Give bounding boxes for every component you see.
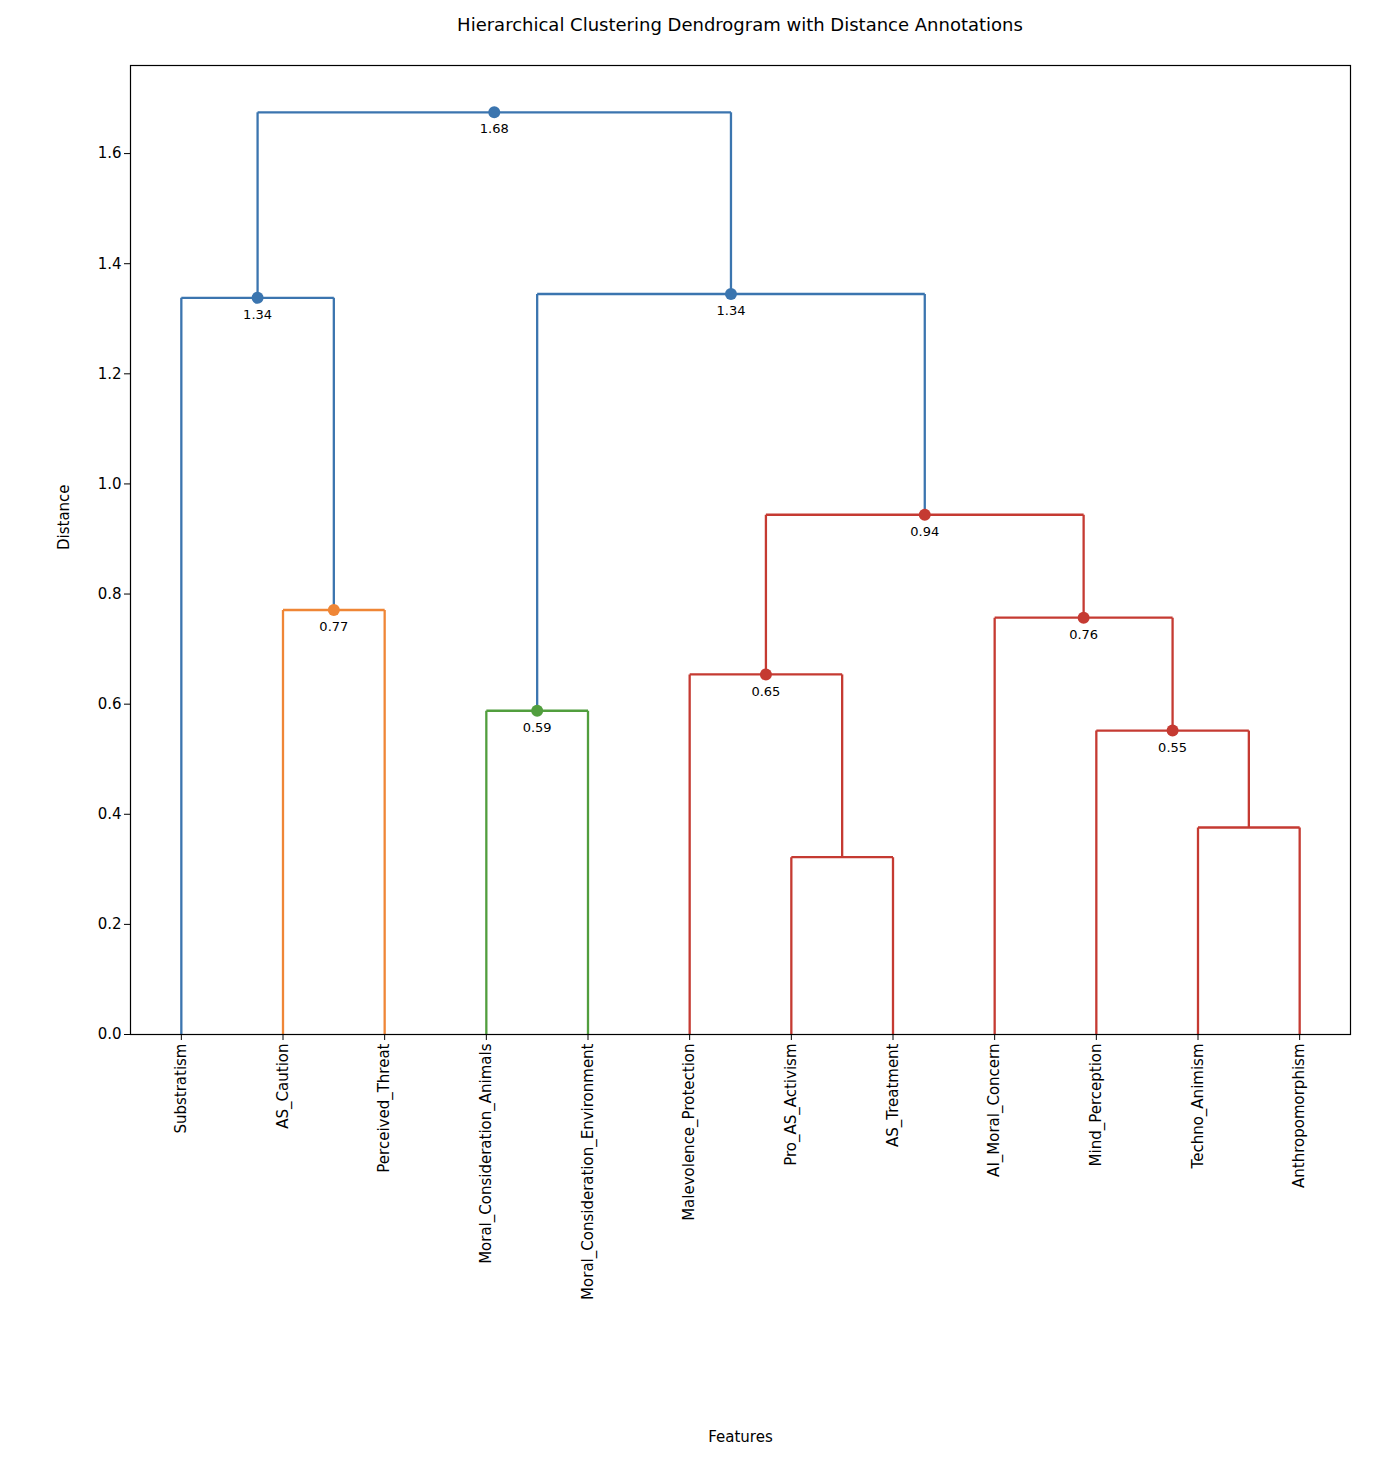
- svg-text:0.0: 0.0: [98, 1025, 122, 1043]
- svg-text:0.6: 0.6: [98, 695, 122, 713]
- svg-text:1.34: 1.34: [243, 307, 272, 322]
- svg-text:0.8: 0.8: [98, 585, 122, 603]
- svg-text:AI_Moral_Concern: AI_Moral_Concern: [985, 1044, 1004, 1177]
- svg-text:Techno_Animism: Techno_Animism: [1189, 1044, 1208, 1170]
- svg-text:0.77: 0.77: [319, 619, 348, 634]
- svg-text:0.2: 0.2: [98, 915, 122, 933]
- svg-text:AS_Caution: AS_Caution: [274, 1044, 293, 1129]
- svg-text:Moral_Consideration_Environmen: Moral_Consideration_Environment: [579, 1043, 598, 1300]
- svg-text:Moral_Consideration_Animals: Moral_Consideration_Animals: [477, 1043, 496, 1264]
- svg-text:Mind_Perception: Mind_Perception: [1087, 1044, 1106, 1167]
- svg-text:1.4: 1.4: [98, 255, 122, 273]
- svg-text:1.2: 1.2: [98, 365, 122, 383]
- svg-text:1.34: 1.34: [716, 303, 745, 318]
- svg-text:AS_Treatment: AS_Treatment: [884, 1043, 903, 1147]
- svg-text:1.68: 1.68: [480, 121, 509, 136]
- svg-text:Malevolence_Protection: Malevolence_Protection: [680, 1044, 699, 1221]
- svg-text:0.94: 0.94: [910, 524, 939, 539]
- svg-text:1.0: 1.0: [98, 475, 122, 493]
- svg-text:0.65: 0.65: [751, 684, 780, 699]
- svg-text:Anthropomorphism: Anthropomorphism: [1290, 1044, 1308, 1188]
- svg-text:Features: Features: [708, 1428, 773, 1446]
- svg-text:0.76: 0.76: [1069, 627, 1098, 642]
- svg-text:1.6: 1.6: [98, 144, 122, 162]
- svg-text:Pro_AS_Activism: Pro_AS_Activism: [782, 1044, 801, 1166]
- svg-text:0.59: 0.59: [523, 720, 552, 735]
- svg-text:Substratism: Substratism: [172, 1044, 190, 1134]
- svg-text:Distance: Distance: [55, 484, 73, 550]
- svg-text:Perceived_Threat: Perceived_Threat: [375, 1043, 394, 1172]
- svg-text:0.55: 0.55: [1158, 740, 1187, 755]
- svg-text:0.4: 0.4: [98, 805, 122, 823]
- html-text:Hierarchical Clustering Dendro: Hierarchical Clustering Dendrogram with …: [457, 14, 1023, 35]
